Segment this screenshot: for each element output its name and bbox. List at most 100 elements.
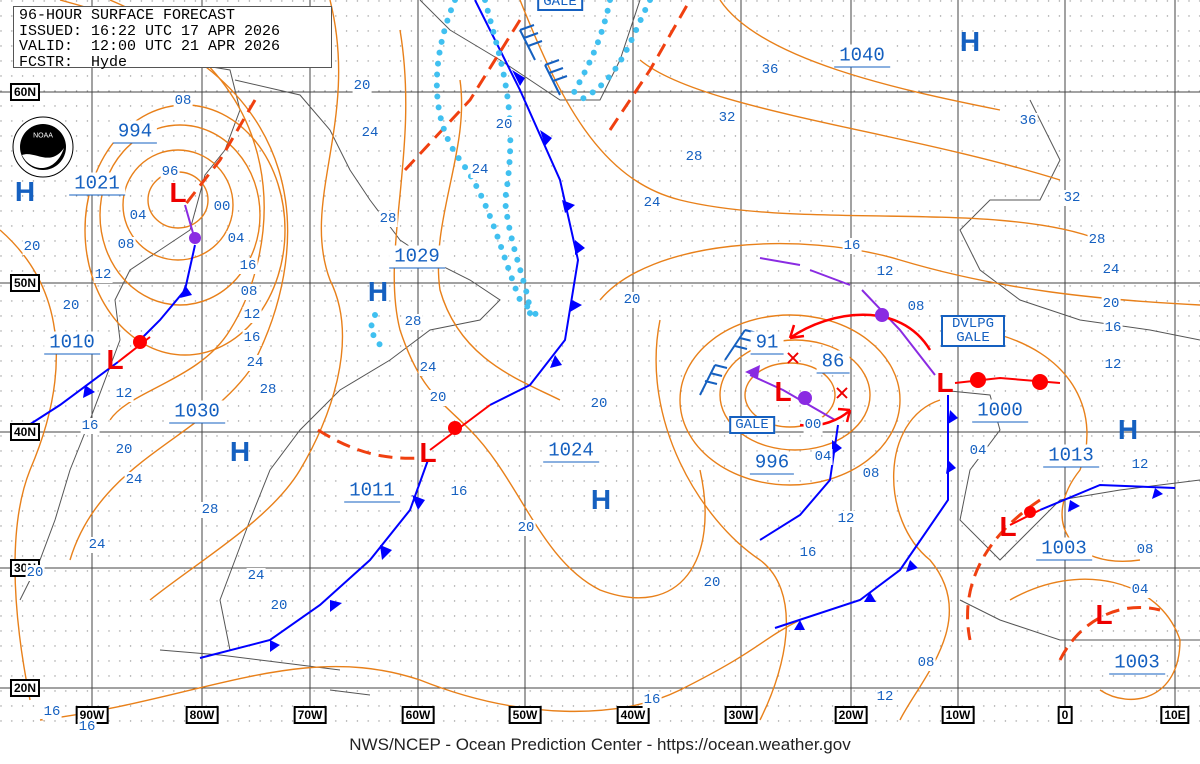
- pressure-value: 1003: [1109, 651, 1165, 675]
- isobar-label: 36: [760, 62, 780, 78]
- low-center-symbol: L: [169, 177, 187, 208]
- low-center-symbol: L: [999, 511, 1017, 542]
- isobar-label: 20: [494, 117, 514, 133]
- forecast-title: 96-HOUR SURFACE FORECAST: [19, 7, 236, 24]
- graticule: [0, 0, 1200, 720]
- cold-front-barbs: [83, 70, 1163, 652]
- footer-credit: NWS/NCEP - Ocean Prediction Center - htt…: [349, 735, 851, 754]
- isobar-label: 20: [61, 298, 81, 314]
- isobar-label: 20: [269, 598, 289, 614]
- low-center-symbol: L: [1095, 599, 1113, 630]
- ice-edge: [366, 0, 653, 348]
- isobar-label: 28: [200, 502, 220, 518]
- occluded-front: [861, 289, 936, 376]
- isobar-label: 04: [128, 208, 148, 224]
- isobar-label: 12: [242, 307, 262, 323]
- isobar-label: 20: [702, 575, 722, 591]
- isobar-label: 08: [861, 466, 881, 482]
- lat-label: 40N: [9, 423, 41, 441]
- pressure-value: 1030: [169, 400, 225, 424]
- isobar-label: 08: [916, 655, 936, 671]
- isobar-label: 28: [684, 149, 704, 165]
- isobar-label: 16: [77, 719, 97, 735]
- pressure-value: 996: [749, 451, 795, 475]
- pressure-value: 1000: [972, 399, 1028, 423]
- pressure-value: 1024: [543, 439, 599, 463]
- lon-label: 50W: [508, 706, 542, 724]
- isobar-label: 24: [87, 537, 107, 553]
- isobar-label: 20: [114, 442, 134, 458]
- storm-track-arrow: [788, 313, 932, 351]
- lat-label: 60N: [9, 83, 41, 101]
- isobar-label: 20: [1101, 296, 1121, 312]
- isobar-label: 16: [842, 238, 862, 254]
- isobar-label: 04: [226, 231, 246, 247]
- cold-front: [139, 244, 196, 341]
- isobar-label: 16: [449, 484, 469, 500]
- forecast-low-x-icon: ✕: [785, 346, 801, 373]
- isobar-label: 20: [428, 390, 448, 406]
- lat-label: 50N: [9, 274, 41, 292]
- isobar-label: 16: [1103, 320, 1123, 336]
- lon-label: 80W: [185, 706, 219, 724]
- isobar-label: 16: [642, 692, 662, 708]
- isobar-label: 12: [875, 689, 895, 705]
- isobar-label: 36: [1018, 113, 1038, 129]
- isobar-label: 20: [622, 292, 642, 308]
- isobar-label: 12: [1130, 457, 1150, 473]
- gale-warning-box: GALE: [729, 416, 775, 434]
- isobar-label: 12: [875, 264, 895, 280]
- lon-label: 60W: [401, 706, 435, 724]
- low-center-symbol: L: [419, 437, 437, 468]
- forecast-header: 96-HOUR SURFACE FORECAST ISSUED: 16:22 UT…: [13, 6, 332, 70]
- lon-label: 40W: [616, 706, 650, 724]
- isobar-label: 28: [403, 314, 423, 330]
- pressure-value: 86: [816, 350, 850, 374]
- isobar-label: 08: [906, 299, 926, 315]
- isobar-label: 28: [258, 382, 278, 398]
- pressure-value: 1029: [389, 245, 445, 269]
- isobar-label: 16: [80, 418, 100, 434]
- pressure-value: 1040: [834, 44, 890, 68]
- isobar-label: 24: [124, 472, 144, 488]
- isobar-label: 12: [1103, 357, 1123, 373]
- isobar-label: 20: [516, 520, 536, 536]
- valid-time: VALID: 12:00 UTC 21 APR 2026: [19, 38, 281, 55]
- isobar-label: 16: [798, 545, 818, 561]
- high-center-symbol: H: [590, 484, 612, 515]
- isobar-label: 96: [160, 164, 180, 180]
- isobar-label: 12: [93, 267, 113, 283]
- lon-label: 10E: [1160, 706, 1190, 724]
- isobar-label: 24: [246, 568, 266, 584]
- lon-label: 30W: [724, 706, 758, 724]
- isobar-label: 16: [242, 330, 262, 346]
- pressure-value: 1003: [1036, 537, 1092, 561]
- isobar-label: 20: [22, 239, 42, 255]
- high-center-symbol: H: [959, 26, 981, 57]
- isobar-label: 24: [360, 125, 380, 141]
- pressure-value: 1011: [344, 479, 400, 503]
- noaa-logo-text: NOAA: [33, 132, 53, 140]
- isobar-label: 24: [418, 360, 438, 376]
- isobar-label: 20: [25, 565, 45, 581]
- isobar-label: 16: [238, 258, 258, 274]
- isobar-label: 08: [173, 93, 193, 109]
- high-center-symbol: H: [229, 436, 251, 467]
- isobar-label: 12: [114, 386, 134, 402]
- occluded-front-symbols: [189, 232, 889, 405]
- pressure-value: 1021: [69, 172, 125, 196]
- lon-label: 20W: [834, 706, 868, 724]
- lat-label: 20N: [9, 679, 41, 697]
- high-center-symbol: H: [367, 276, 389, 307]
- lon-label: 10W: [941, 706, 975, 724]
- pressure-value: 994: [112, 120, 158, 144]
- gale-warning-box: GALE: [537, 0, 583, 11]
- isobar-label: 08: [239, 284, 259, 300]
- noaa-logo: [12, 116, 74, 178]
- trough: [183, 99, 257, 206]
- cold-front: [199, 459, 429, 659]
- isobar-label: 32: [1062, 190, 1082, 206]
- isobar-label: 20: [352, 78, 372, 94]
- isobar-label: 24: [470, 162, 490, 178]
